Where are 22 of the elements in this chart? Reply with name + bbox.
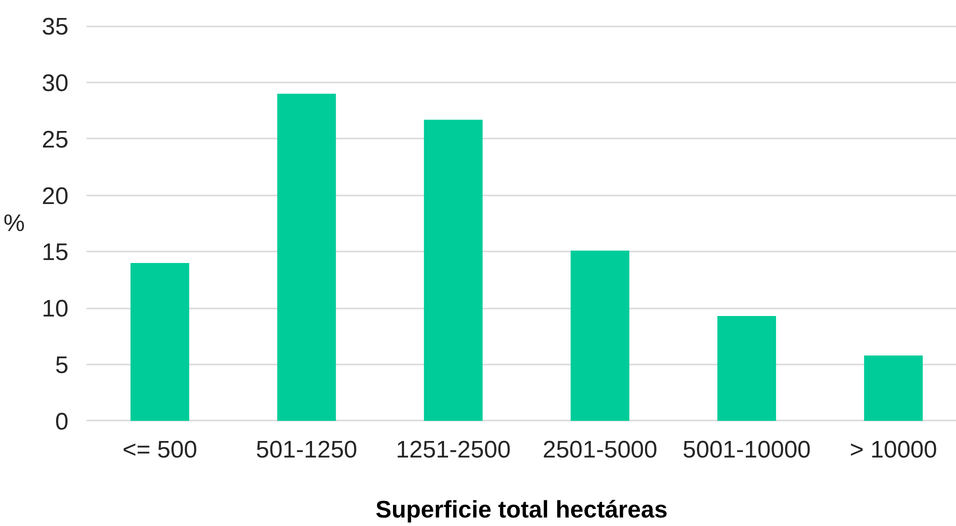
bar xyxy=(277,94,336,421)
x-tick-label: <= 500 xyxy=(122,436,198,464)
bar xyxy=(717,316,776,421)
x-tick-label: 1251-2500 xyxy=(396,436,511,464)
y-axis-title: % xyxy=(3,210,25,237)
y-tick-label: 5 xyxy=(55,352,69,380)
bar xyxy=(864,355,923,421)
bar xyxy=(130,262,190,421)
bar xyxy=(570,250,630,421)
y-tick-label: 25 xyxy=(42,126,69,154)
x-axis-title: Superficie total hectáreas xyxy=(375,496,668,524)
x-tick-label: 5001-10000 xyxy=(682,436,811,464)
y-tick-label: 10 xyxy=(42,296,69,323)
x-tick-label: 2501-5000 xyxy=(542,436,658,464)
x-tick-label: 501-1250 xyxy=(256,436,358,464)
y-tick-label: 35 xyxy=(42,14,69,41)
x-tick-label: > 10000 xyxy=(850,436,938,464)
bar xyxy=(424,120,483,421)
y-tick-label: 30 xyxy=(42,70,69,97)
y-tick-label: 20 xyxy=(42,182,69,210)
y-tick-label: 0 xyxy=(55,408,69,436)
y-tick-label: 15 xyxy=(42,239,69,266)
